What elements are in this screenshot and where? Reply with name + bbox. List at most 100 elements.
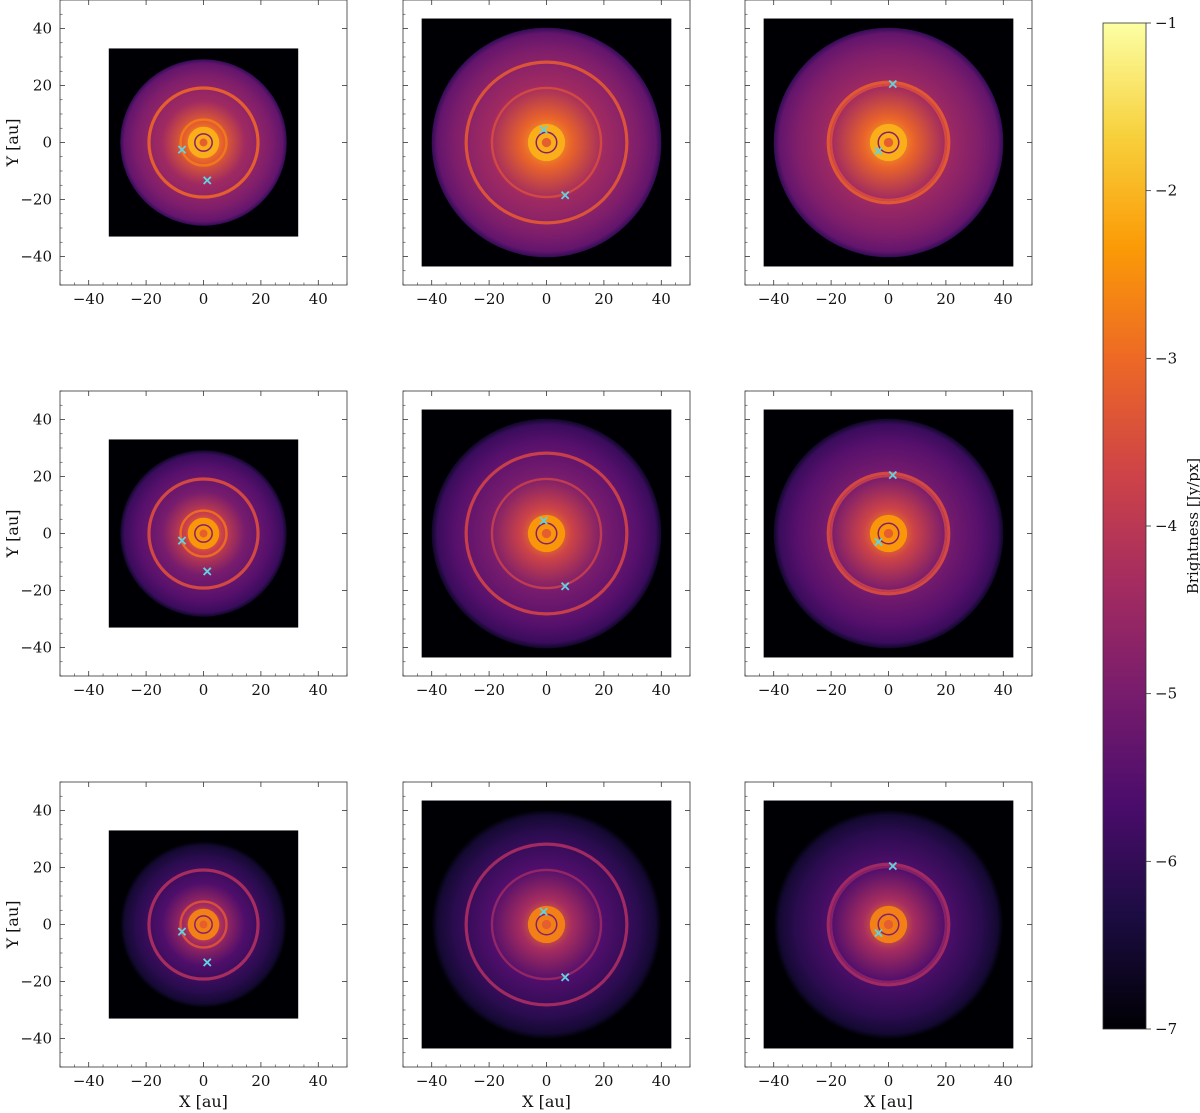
ring (464, 451, 629, 616)
ring (829, 83, 948, 202)
colorbar-tick-label: −4 (1155, 517, 1177, 535)
ring (147, 477, 260, 590)
ring (826, 862, 951, 987)
x-tick-label: 20 (251, 681, 270, 699)
y-tick-label: −20 (20, 973, 52, 991)
ring (179, 118, 228, 167)
x-tick-label: 20 (936, 681, 955, 699)
panel-r1-c2: −40 −20 0 20 40 (744, 390, 1033, 699)
central-star (883, 137, 894, 148)
x-tick-label: 20 (594, 290, 613, 308)
x-tick-label: −20 (130, 1072, 162, 1090)
inner-gap (194, 133, 213, 152)
y-axis-label: Y [au] (3, 119, 22, 168)
y-tick-label: 0 (42, 916, 52, 934)
planet-marker (539, 516, 548, 525)
x-tick-label: 40 (652, 290, 671, 308)
planet-marker (560, 581, 570, 591)
y-axis-label: Y [au] (3, 510, 22, 559)
x-tick-label: −20 (473, 1072, 505, 1090)
planet-marker (560, 190, 570, 200)
x-tick-label: 20 (251, 290, 270, 308)
x-tick-label: −40 (758, 290, 790, 308)
x-tick-label: −20 (815, 290, 847, 308)
inner-gap (877, 131, 900, 154)
planet-marker (888, 861, 898, 871)
panel-r1-c1: −40 −20 0 20 40 (402, 390, 691, 699)
y-tick-label: −20 (20, 582, 52, 600)
x-tick-label: 0 (199, 1072, 209, 1090)
ring (490, 868, 603, 981)
x-tick-label: 0 (542, 290, 552, 308)
x-tick-label: 20 (251, 1072, 270, 1090)
ring (490, 477, 603, 590)
inner-gap (194, 915, 213, 934)
planet-marker (177, 145, 187, 154)
x-tick-label: −20 (815, 681, 847, 699)
x-tick-label: −40 (73, 290, 105, 308)
x-tick-label: −40 (416, 1072, 448, 1090)
central-star (541, 528, 552, 539)
panel-r2-c0: −40 −40 −20 −20 0 0 20 20 40 40 Y [au] X [au] (3, 781, 348, 1111)
x-tick-label: 0 (199, 290, 209, 308)
ring (179, 900, 228, 949)
y-tick-label: 0 (42, 525, 52, 543)
x-tick-label: −20 (473, 290, 505, 308)
ring (464, 60, 629, 225)
x-tick-label: 40 (994, 290, 1013, 308)
x-tick-label: 40 (309, 1072, 328, 1090)
colorbar-tick-label: −1 (1155, 14, 1177, 32)
x-tick-label: 20 (936, 290, 955, 308)
y-tick-label: 40 (33, 20, 52, 38)
panel-r0-c1: −40 −20 0 20 40 (402, 0, 691, 308)
inner-gap (877, 913, 900, 936)
x-tick-label: −40 (73, 1072, 105, 1090)
x-tick-label: −40 (416, 290, 448, 308)
colorbar-gradient (1102, 22, 1147, 1030)
x-axis-label: X [au] (864, 1092, 913, 1111)
ring (179, 509, 228, 558)
panel-r2-c2: −40 −20 0 20 40 X [au] (744, 781, 1033, 1111)
colorbar-tick-label: −3 (1155, 349, 1177, 367)
ring (147, 86, 260, 199)
x-tick-label: 40 (309, 290, 328, 308)
central-star (541, 137, 552, 148)
planet-marker (888, 79, 898, 89)
central-star (199, 138, 208, 147)
x-tick-label: 0 (542, 681, 552, 699)
x-tick-label: 20 (594, 681, 613, 699)
x-tick-label: 0 (199, 681, 209, 699)
x-tick-label: 40 (994, 1072, 1013, 1090)
x-tick-label: −20 (130, 290, 162, 308)
planet-marker (539, 125, 548, 134)
panel-r0-c0: −40 −40 −20 −20 0 0 20 20 40 40 Y [au] (3, 0, 348, 308)
x-tick-label: 0 (884, 290, 894, 308)
colorbar-tick-label: −2 (1155, 182, 1177, 200)
planet-marker (874, 928, 883, 938)
panel-r1-c0: −40 −40 −20 −20 0 0 20 20 40 40 Y [au] (3, 390, 348, 699)
x-tick-label: 0 (884, 681, 894, 699)
panel-r2-c1: −40 −20 0 20 40 X [au] (402, 781, 691, 1111)
planet-marker (202, 176, 212, 185)
y-axis-label: Y [au] (3, 901, 22, 950)
ring (490, 86, 603, 199)
colorbar-tick-label: −5 (1155, 685, 1177, 703)
y-tick-label: 40 (33, 802, 52, 820)
ring (147, 868, 260, 981)
planet-marker (177, 536, 187, 545)
planet-marker (177, 927, 187, 936)
planet-marker (874, 537, 883, 547)
x-tick-label: −20 (130, 681, 162, 699)
x-tick-label: −20 (815, 1072, 847, 1090)
ring (464, 842, 629, 1007)
central-star (883, 528, 894, 539)
x-tick-label: 20 (936, 1072, 955, 1090)
central-star (199, 920, 208, 929)
y-tick-label: −40 (20, 639, 52, 657)
y-tick-label: −40 (20, 248, 52, 266)
ring (826, 471, 951, 596)
x-tick-label: 40 (652, 1072, 671, 1090)
colorbar: −1 −2 −3 −4 −5 −6 −7 Brightness [Jy/px] (1102, 14, 1200, 1038)
x-tick-label: 40 (309, 681, 328, 699)
